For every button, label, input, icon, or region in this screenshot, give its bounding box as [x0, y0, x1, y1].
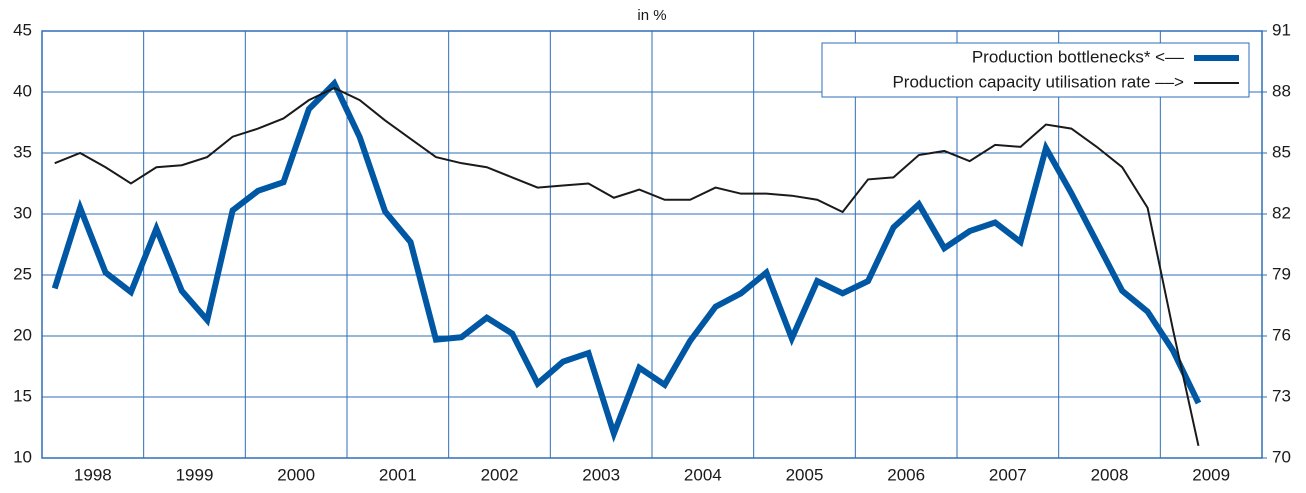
x-tick-label: 2009: [1192, 465, 1230, 484]
y-tick-label: 40: [13, 81, 32, 100]
legend-label: Production bottlenecks* <––: [972, 47, 1185, 66]
y2-tick-label: 85: [1272, 142, 1291, 161]
y-tick-label: 15: [13, 386, 32, 405]
chart-title: in %: [637, 7, 666, 24]
x-tick-label: 2002: [481, 465, 519, 484]
y-tick-label: 20: [13, 325, 32, 344]
y2-tick-label: 70: [1272, 447, 1291, 466]
x-tick-label: 2005: [786, 465, 824, 484]
y2-tick-label: 88: [1272, 81, 1291, 100]
x-tick-label: 2006: [887, 465, 925, 484]
legend-box: [821, 42, 1250, 98]
y-tick-label: 45: [13, 20, 32, 39]
legend-label: Production capacity utilisation rate ––>: [892, 72, 1184, 91]
y2-tick-label: 76: [1272, 325, 1291, 344]
plot-frame: [41, 30, 1263, 459]
y2-tick-label: 79: [1272, 264, 1291, 283]
x-tick-label: 2004: [684, 465, 722, 484]
y-tick-label: 10: [13, 447, 32, 466]
x-tick-label: 2003: [582, 465, 620, 484]
y2-tick-label: 91: [1272, 20, 1291, 39]
y-tick-label: 30: [13, 203, 32, 222]
x-tick-label: 1998: [74, 465, 112, 484]
y-tick-label: 25: [13, 264, 32, 283]
x-tick-label: 2001: [379, 465, 417, 484]
x-tick-label: 2000: [277, 465, 315, 484]
series-line: [54, 86, 1200, 447]
y-tick-label: 35: [13, 142, 32, 161]
series-line: [51, 78, 1202, 443]
y2-tick-label: 82: [1272, 203, 1291, 222]
x-tick-label: 2007: [989, 465, 1027, 484]
x-tick-label: 1999: [176, 465, 214, 484]
y2-tick-label: 73: [1272, 386, 1291, 405]
x-tick-label: 2008: [1091, 465, 1129, 484]
